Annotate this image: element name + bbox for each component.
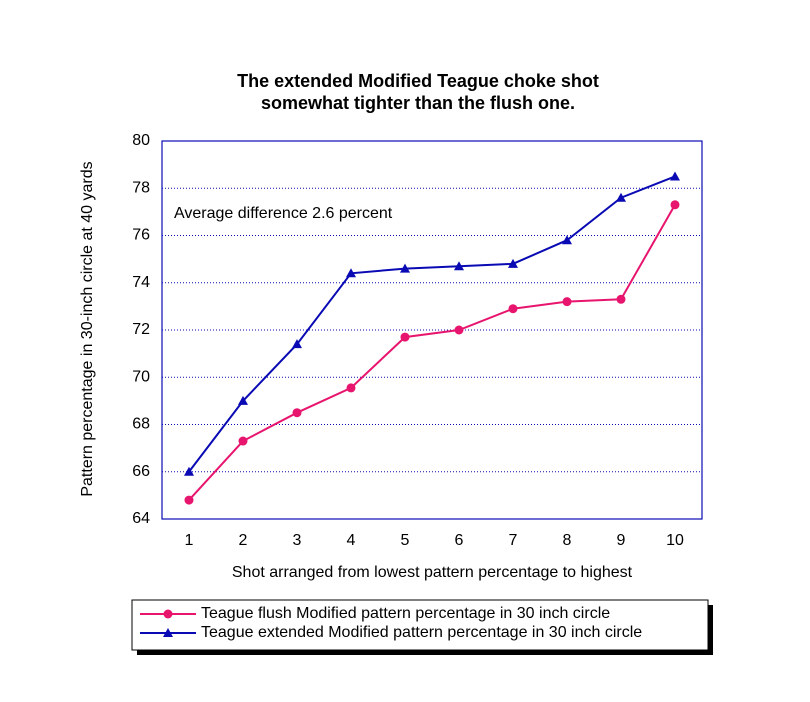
y-tick-label: 80 [132, 132, 150, 149]
x-tick-label: 9 [617, 532, 626, 549]
y-tick-label: 74 [132, 274, 150, 291]
chart-title: The extended Modified Teague choke shot [237, 71, 599, 91]
legend-marker [163, 609, 173, 619]
point [292, 408, 302, 418]
x-tick-label: 4 [347, 532, 356, 549]
point [508, 304, 518, 314]
x-tick-label: 6 [455, 532, 464, 549]
point [670, 200, 680, 210]
legend-label: Teague flush Modified pattern percentage… [201, 605, 610, 622]
y-tick-label: 64 [132, 510, 150, 527]
point [616, 294, 626, 304]
x-tick-label: 5 [401, 532, 410, 549]
point [238, 395, 248, 405]
x-tick-label: 1 [185, 532, 194, 549]
y-tick-label: 72 [132, 321, 150, 338]
point [346, 383, 356, 393]
chart-title: somewhat tighter than the flush one. [261, 93, 575, 113]
point [454, 261, 464, 271]
point [670, 171, 680, 181]
legend-box [131, 599, 709, 651]
y-tick-label: 78 [132, 179, 150, 196]
x-axis-label: Shot arranged from lowest pattern percen… [232, 564, 633, 581]
legend-label: Teague extended Modified pattern percent… [201, 624, 642, 641]
series-line [188, 175, 676, 473]
x-tick-label: 10 [666, 532, 684, 549]
point [292, 339, 302, 349]
point [400, 263, 410, 273]
x-tick-label: 2 [239, 532, 248, 549]
point [238, 436, 248, 446]
y-tick-label: 68 [132, 416, 150, 433]
y-tick-label: 76 [132, 227, 150, 244]
y-tick-label: 70 [132, 368, 150, 385]
point [346, 268, 356, 278]
legend-marker [163, 628, 173, 637]
series-line [188, 204, 676, 501]
point [562, 297, 572, 307]
point [184, 495, 194, 505]
point [616, 192, 626, 202]
point [562, 235, 572, 245]
x-tick-label: 8 [563, 532, 572, 549]
annotation: Average difference 2.6 percent [174, 205, 393, 222]
point [454, 325, 464, 335]
point [184, 466, 194, 476]
plot-border [161, 140, 703, 520]
x-tick-label: 3 [293, 532, 302, 549]
point [508, 258, 518, 268]
y-axis-label: Pattern percentage in 30-inch circle at … [79, 161, 96, 496]
y-tick-label: 66 [132, 463, 150, 480]
point [400, 332, 410, 342]
x-tick-label: 7 [509, 532, 518, 549]
